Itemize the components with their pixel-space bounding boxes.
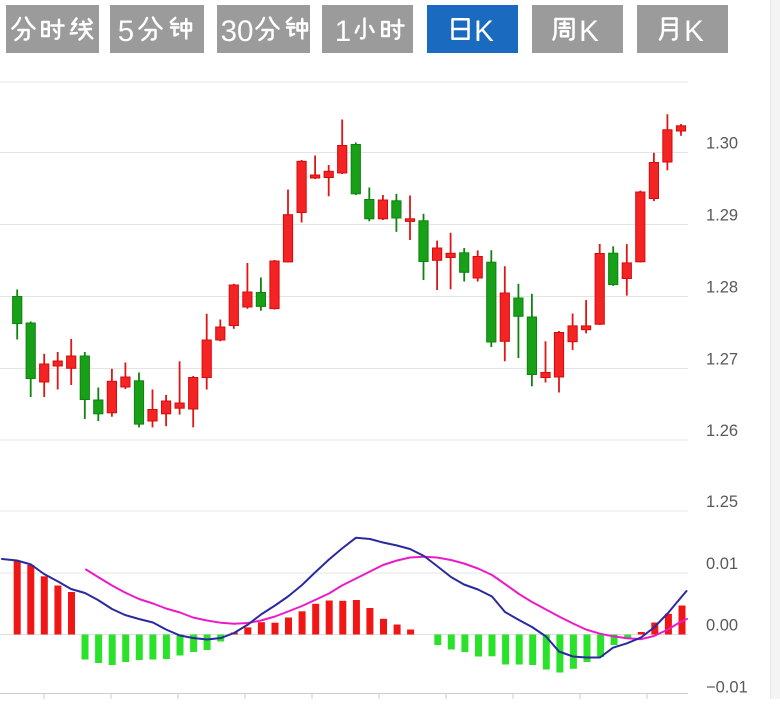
svg-text:K: K [579, 15, 599, 48]
svg-text:1.30: 1.30 [706, 135, 738, 153]
svg-text:5: 5 [118, 15, 134, 48]
svg-text:0.00: 0.00 [706, 617, 738, 635]
svg-text:30: 30 [221, 15, 254, 48]
svg-text:K: K [474, 15, 494, 48]
svg-text:1.25: 1.25 [706, 493, 738, 511]
svg-text:1: 1 [335, 15, 351, 48]
svg-text:K: K [684, 15, 704, 48]
svg-text:1.29: 1.29 [706, 207, 738, 225]
svg-text:−0.01: −0.01 [706, 679, 748, 697]
svg-text:1.27: 1.27 [706, 351, 738, 369]
svg-text:1.26: 1.26 [706, 422, 738, 440]
svg-text:1.28: 1.28 [706, 279, 738, 297]
svg-text:0.01: 0.01 [706, 555, 738, 573]
